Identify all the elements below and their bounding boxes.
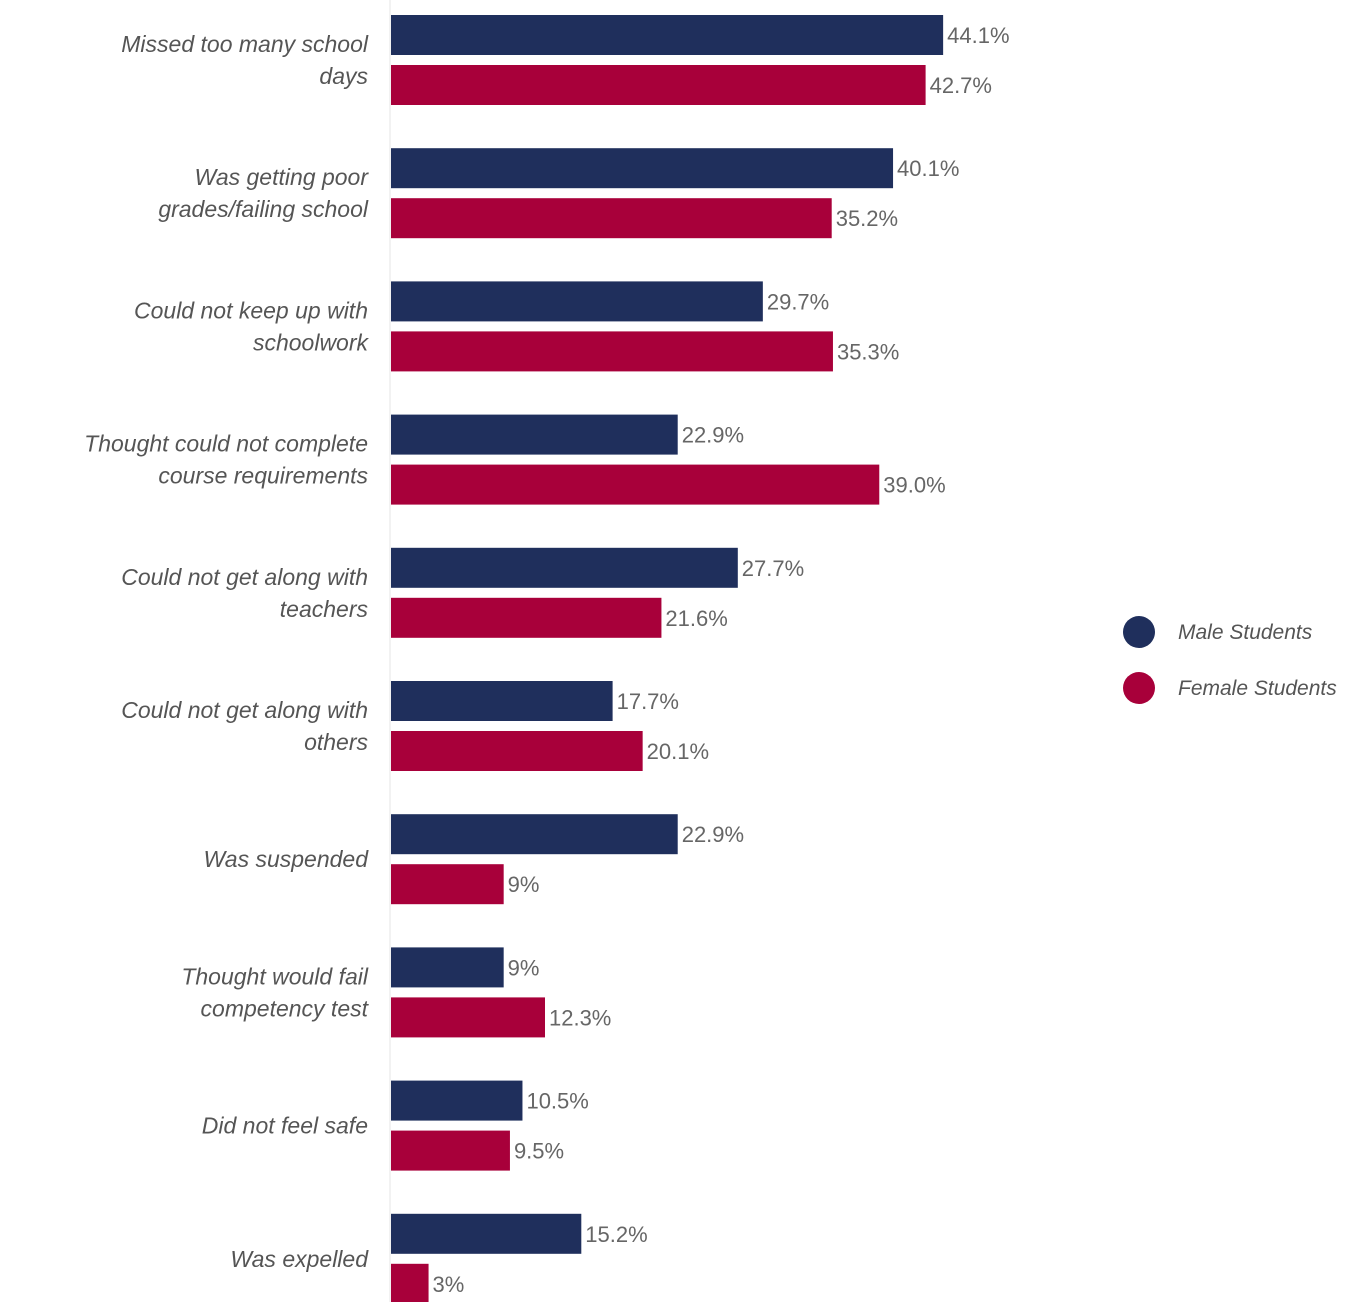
category-label-1: Was getting poor grades/failing school — [158, 164, 369, 222]
category-label-9: Was expelled — [230, 1246, 369, 1272]
value-label-female-2: 35.3% — [837, 339, 899, 364]
value-label-female-6: 9% — [508, 872, 540, 897]
bar-male-0 — [391, 15, 944, 55]
bar-female-2 — [391, 331, 833, 372]
bar-male-6 — [391, 814, 678, 855]
bars-group — [391, 15, 944, 1302]
category-label-2: Could not keep up with schoolwork — [134, 297, 369, 355]
bar-male-4 — [391, 547, 738, 588]
bar-male-5 — [391, 681, 613, 721]
value-label-female-4: 21.6% — [665, 606, 727, 631]
legend-label-male: Male Students — [1178, 621, 1313, 644]
category-label-3: Thought could not complete course require… — [84, 431, 368, 489]
bar-female-8 — [391, 1130, 510, 1171]
category-label-8: Did not feel safe — [202, 1113, 368, 1139]
value-label-male-4: 27.7% — [742, 556, 804, 581]
value-label-female-9: 3% — [433, 1272, 465, 1297]
value-label-male-3: 22.9% — [682, 423, 744, 448]
value-label-male-2: 29.7% — [767, 289, 829, 314]
bar-male-3 — [391, 414, 678, 455]
value-label-male-6: 22.9% — [682, 822, 744, 847]
bar-female-5 — [391, 731, 643, 771]
bar-female-1 — [391, 198, 832, 239]
bar-female-0 — [391, 65, 926, 105]
bar-male-8 — [391, 1080, 523, 1121]
category-labels: Missed too many school days Was getting po… — [84, 31, 369, 1272]
bar-male-9 — [391, 1213, 582, 1254]
value-label-female-3: 39.0% — [883, 473, 945, 498]
value-label-female-0: 42.7% — [930, 73, 992, 98]
value-label-male-0: 44.1% — [947, 23, 1009, 48]
value-label-female-8: 9.5% — [514, 1139, 564, 1164]
bar-female-4 — [391, 597, 662, 638]
legend-label-female: Female Students — [1178, 677, 1337, 700]
value-label-male-5: 17.7% — [617, 689, 679, 714]
value-label-male-7: 9% — [508, 955, 540, 980]
category-label-6: Was suspended — [203, 846, 369, 872]
value-label-male-8: 10.5% — [526, 1089, 588, 1114]
bar-female-3 — [391, 464, 880, 505]
legend-marker-male — [1123, 616, 1155, 648]
value-label-male-9: 15.2% — [585, 1222, 647, 1247]
bar-female-6 — [391, 864, 504, 905]
bar-male-1 — [391, 148, 894, 189]
category-label-5: Could not get along with others — [121, 697, 368, 755]
legend-marker-female — [1123, 672, 1155, 704]
bar-female-7 — [391, 997, 545, 1038]
bar-male-2 — [391, 281, 763, 322]
bar-male-7 — [391, 947, 504, 988]
value-label-female-7: 12.3% — [549, 1005, 611, 1030]
value-label-female-5: 20.1% — [647, 739, 709, 764]
value-labels: 44.1% 42.7% 40.1% 35.2% 29.7% 35.3% 22.9% 39.0%… — [433, 23, 1010, 1297]
category-label-7: Thought would fail competency test — [181, 963, 369, 1021]
bar-female-9 — [391, 1263, 429, 1302]
value-label-male-1: 40.1% — [897, 156, 959, 181]
legend: Male Students Female Students — [1123, 616, 1337, 704]
value-label-female-1: 35.2% — [836, 206, 898, 231]
category-label-0: Missed too many school days — [121, 31, 369, 89]
category-label-4: Could not get along with teachers — [121, 564, 368, 622]
